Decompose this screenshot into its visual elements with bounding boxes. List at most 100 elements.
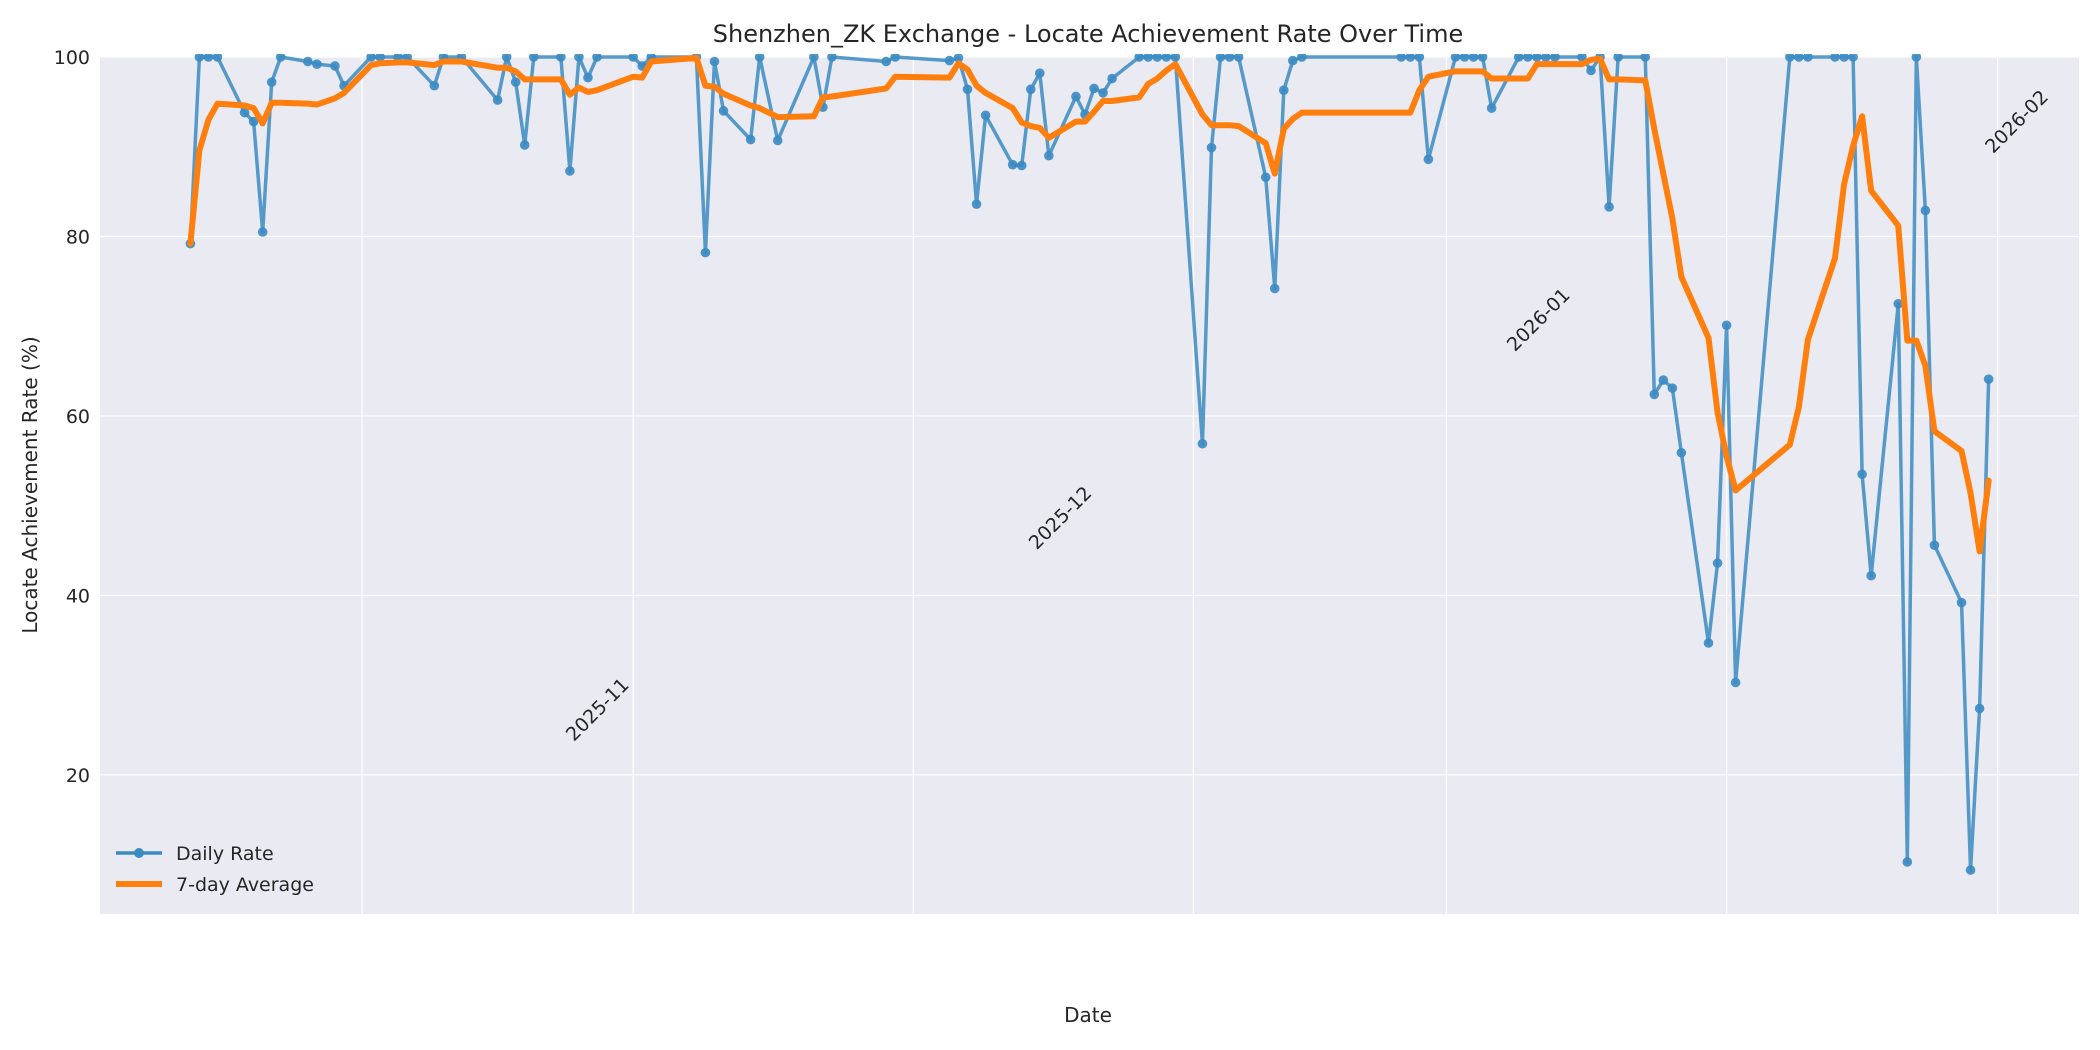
daily-rate-point	[1107, 73, 1117, 84]
daily-rate-point	[366, 54, 376, 62]
daily-rate-point	[1044, 150, 1054, 161]
daily-rate-point	[1288, 55, 1298, 66]
daily-rate-point	[501, 54, 512, 62]
plot-background	[100, 57, 2079, 914]
daily-rate-point	[1522, 54, 1533, 62]
legend-average-label: 7-day Average	[176, 874, 314, 896]
daily-rate-point	[1089, 83, 1099, 94]
daily-rate-point	[248, 116, 259, 127]
daily-rate-point	[1152, 54, 1163, 62]
daily-rate-point	[429, 80, 440, 91]
daily-rate-point	[1206, 142, 1217, 153]
daily-rate-point	[1215, 54, 1226, 62]
daily-rate-point	[1161, 54, 1172, 62]
daily-rate-point	[1260, 172, 1271, 183]
daily-rate-point	[510, 77, 521, 87]
daily-rate-point	[1911, 54, 1922, 62]
daily-rate-point	[1721, 320, 1732, 331]
y-tick-label: 40	[66, 585, 90, 607]
daily-rate-point	[1974, 703, 1985, 714]
daily-rate-point	[1541, 54, 1551, 62]
daily-rate-line	[188, 55, 1991, 872]
daily-rate-point	[1233, 54, 1244, 62]
daily-rate-point	[709, 56, 720, 67]
daily-rate-point	[1712, 558, 1723, 568]
daily-rate-point	[592, 54, 602, 62]
daily-rate-point	[1414, 54, 1425, 62]
daily-rate-point	[1450, 54, 1461, 62]
daily-rate-point	[194, 54, 205, 62]
y-tick-label: 100	[54, 47, 90, 69]
daily-rate-point	[1902, 857, 1913, 867]
daily-rate-point	[944, 55, 955, 66]
daily-rate-point	[239, 107, 250, 118]
daily-rate-point	[492, 95, 503, 105]
daily-rate-point	[1170, 54, 1181, 62]
daily-rate-point	[1025, 84, 1036, 95]
daily-rate-point	[881, 56, 891, 67]
daily-rate-point	[212, 54, 223, 62]
daily-rate-point	[1803, 54, 1813, 62]
daily-rate-point	[1197, 438, 1208, 449]
daily-rate-point	[1071, 91, 1081, 102]
daily-rate-point	[1396, 54, 1407, 62]
daily-rate-point	[303, 56, 313, 67]
daily-rate-point	[1676, 447, 1687, 458]
daily-rate-point	[1929, 540, 1940, 550]
daily-rate-point	[718, 106, 729, 116]
daily-rate-point	[1486, 103, 1497, 113]
daily-rate-point	[1893, 298, 1904, 309]
y-tick-labels: 20 40 60 80 100	[54, 47, 90, 787]
daily-rate-point	[1423, 154, 1434, 165]
daily-rate-point	[1035, 68, 1045, 78]
daily-rate-point	[266, 77, 277, 87]
daily-rate-point	[628, 54, 638, 62]
daily-rate-point	[1459, 54, 1470, 62]
daily-rate-point	[574, 54, 584, 62]
daily-rate-point	[257, 227, 268, 237]
daily-rate-point	[556, 54, 566, 62]
series-layer	[185, 54, 1994, 875]
daily-rate-point	[1983, 374, 1994, 384]
daily-rate-point	[1965, 865, 1976, 875]
daily-rate-point	[1848, 54, 1858, 62]
daily-rate-point	[1604, 202, 1614, 212]
daily-rate-point	[1405, 54, 1416, 62]
daily-rate-point	[1920, 205, 1931, 216]
daily-rate-point	[1513, 54, 1524, 62]
daily-rate-point	[1613, 54, 1623, 62]
daily-rate-point	[745, 134, 756, 145]
daily-rate-point	[583, 72, 593, 83]
y-tick-label: 80	[66, 226, 90, 248]
daily-rate-point	[1297, 54, 1307, 62]
daily-rate-point	[809, 54, 819, 62]
daily-rate-point	[1016, 160, 1027, 171]
y-tick-label: 20	[66, 765, 90, 787]
daily-rate-point	[890, 54, 901, 62]
daily-rate-point	[772, 135, 783, 146]
daily-rate-point	[1649, 389, 1660, 400]
legend: Daily Rate 7-day Average	[116, 843, 314, 896]
daily-rate-point	[1830, 54, 1840, 62]
daily-rate-point	[375, 54, 385, 62]
grid-lines	[100, 56, 2079, 914]
daily-rate-point	[1477, 54, 1488, 62]
y-tick-label: 60	[66, 406, 90, 428]
daily-rate-point	[203, 54, 214, 62]
daily-rate-point	[1857, 469, 1867, 480]
daily-rate-point	[1550, 54, 1560, 62]
seven-day-average-line	[187, 54, 1992, 555]
daily-rate-point	[953, 54, 964, 63]
daily-rate-point	[519, 140, 530, 150]
daily-rate-point	[827, 54, 837, 62]
daily-rate-point	[1278, 85, 1289, 95]
daily-rate-point	[330, 61, 340, 71]
daily-rate-point	[1658, 375, 1669, 385]
daily-rate-point	[971, 199, 982, 209]
x-axis-title: Date	[1064, 1003, 1112, 1027]
daily-rate-point	[1269, 283, 1280, 294]
chart-title: Shenzhen_ZK Exchange - Locate Achievemen…	[713, 20, 1464, 48]
daily-rate-point	[1703, 638, 1714, 648]
daily-rate-point	[700, 247, 711, 258]
